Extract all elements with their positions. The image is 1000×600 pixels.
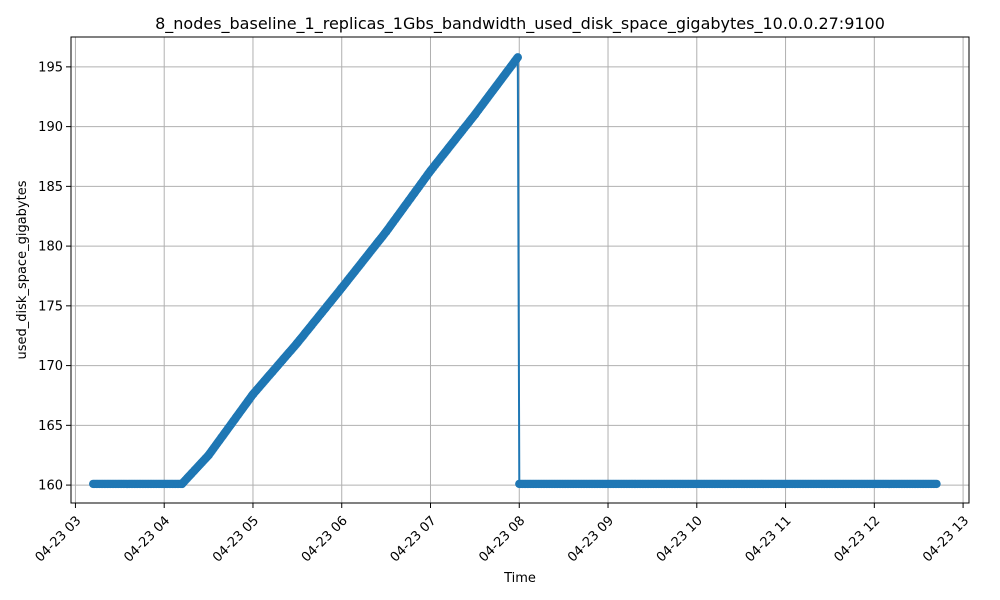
y-tick-label: 165: [38, 419, 63, 434]
x-tick-label: 04-23 12: [831, 513, 883, 565]
chart-title: 8_nodes_baseline_1_replicas_1Gbs_bandwid…: [155, 14, 885, 34]
y-axis: 160 165 170 175 180 185 190 195: [38, 60, 71, 494]
x-tick-label: 04-23 03: [33, 513, 85, 565]
data-point: [932, 479, 941, 489]
x-tick-label: 04-23 05: [210, 513, 262, 565]
series-line: [93, 54, 937, 485]
y-tick-label: 180: [38, 240, 63, 255]
y-tick-label: 195: [38, 60, 63, 75]
y-tick-label: 185: [38, 180, 63, 195]
data-point: [513, 53, 522, 62]
y-tick-label: 190: [38, 120, 63, 135]
x-tick-label: 04-23 10: [654, 513, 706, 565]
x-axis-label: Time: [503, 571, 536, 586]
series-area: [89, 53, 941, 489]
x-tick-label: 04-23 13: [920, 513, 972, 565]
x-tick-label: 04-23 11: [743, 513, 795, 565]
x-tick-label: 04-23 08: [476, 513, 528, 565]
y-tick-label: 175: [38, 299, 63, 314]
x-axis: 04-23 03 04-23 04 04-23 05 04-23 06 04-23 07…: [33, 503, 972, 565]
x-tick-label: 04-23 06: [299, 513, 351, 565]
x-tick-label: 04-23 09: [565, 513, 617, 565]
y-axis-label: used_disk_space_gigabytes: [15, 180, 30, 359]
x-tick-label: 04-23 07: [388, 513, 440, 565]
plot-frame: [70, 36, 970, 504]
y-tick-label: 170: [38, 359, 63, 374]
y-tick-label: 160: [38, 479, 63, 494]
x-tick-label: 04-23 04: [121, 513, 173, 565]
